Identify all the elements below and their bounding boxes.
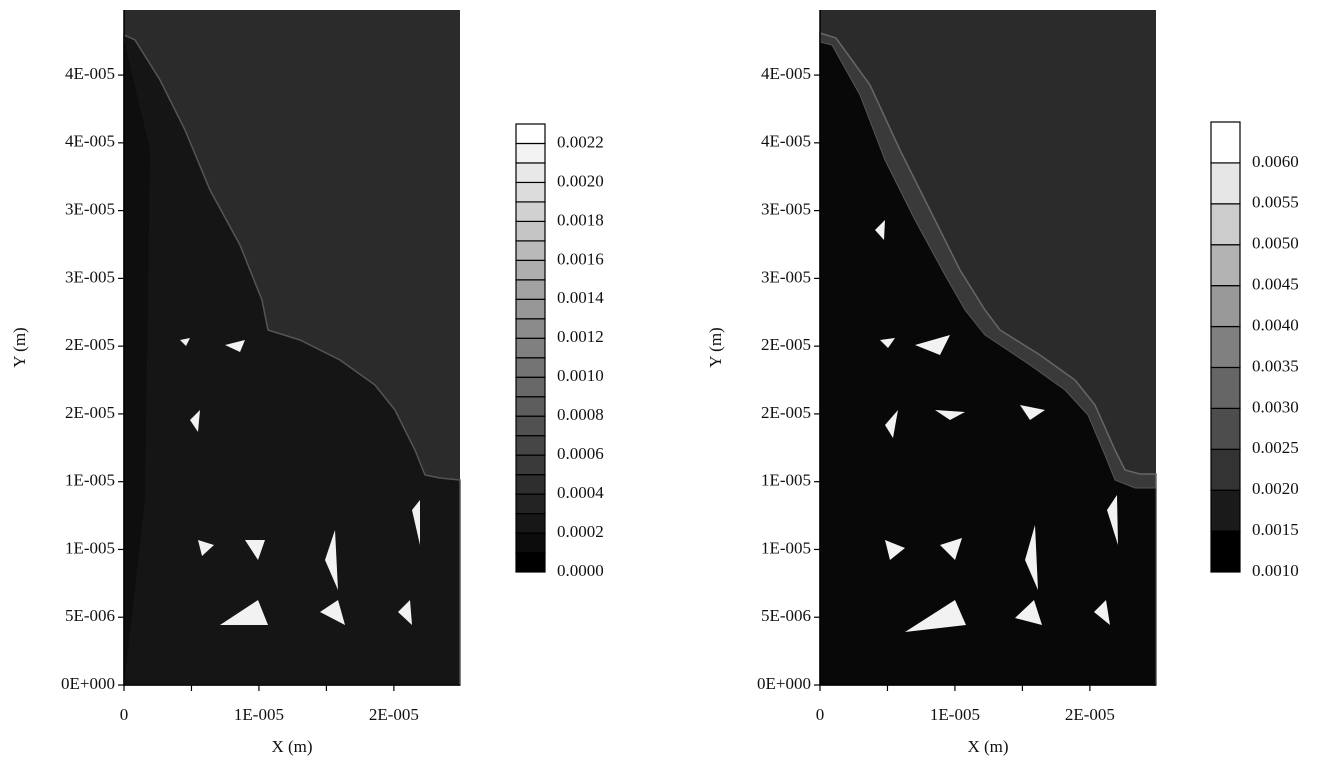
colorbar-box [516, 221, 545, 240]
y-tick-label: 1E-005 [761, 471, 811, 490]
y-tick-label: 5E-006 [65, 606, 115, 625]
x-tick-label: 1E-005 [930, 705, 980, 724]
colorbar-box [516, 455, 545, 474]
colorbar-tick-label: 0.0008 [557, 405, 604, 424]
colorbar-box [516, 494, 545, 513]
colorbar-tick-label: 0.0050 [1252, 234, 1299, 253]
colorbar-box [516, 358, 545, 377]
colorbar-box [1211, 327, 1240, 368]
y-tick-label: 4E-005 [761, 132, 811, 151]
colorbar-tick-label: 0.0015 [1252, 520, 1299, 539]
y-tick-label: 2E-005 [65, 403, 115, 422]
colorbar-box [516, 299, 545, 318]
x-tick-label: 0 [120, 705, 129, 724]
y-axis-label: Y (m) [10, 327, 29, 367]
y-tick-label: 2E-005 [65, 335, 115, 354]
colorbar-box [1211, 204, 1240, 245]
colorbar-tick-label: 0.0060 [1252, 152, 1299, 171]
y-tick-label: 3E-005 [761, 267, 811, 286]
contour-field [820, 10, 1156, 685]
colorbar-box [516, 319, 545, 338]
y-tick-label: 3E-005 [65, 267, 115, 286]
x-tick-label: 2E-005 [369, 705, 419, 724]
y-tick-label: 4E-005 [65, 132, 115, 151]
colorbar-box [516, 241, 545, 260]
colorbar-tick-label: 0.0040 [1252, 315, 1299, 334]
figure: 0E+000 5E-006 1E-005 1E-005 2E-005 2E-005 3E-0… [0, 0, 1326, 761]
y-tick-label: 1E-005 [65, 471, 115, 490]
colorbar-tick-label: 0.0014 [557, 288, 604, 307]
y-tick-label: 4E-005 [761, 64, 811, 83]
contour-field [124, 10, 460, 685]
y-tick-label: 2E-005 [761, 335, 811, 354]
colorbar-box [1211, 367, 1240, 408]
colorbar-box [516, 163, 545, 182]
colorbar-tick-label: 0.0006 [557, 444, 604, 463]
colorbar-box [1211, 408, 1240, 449]
colorbar-box [516, 514, 545, 533]
x-axis-label: X (m) [967, 737, 1008, 756]
colorbar-box [1211, 122, 1240, 163]
y-tick-label: 0E+000 [757, 674, 811, 693]
y-tick-label: 1E-005 [761, 538, 811, 557]
colorbar-box [516, 280, 545, 299]
colorbar-box [516, 182, 545, 201]
colorbar-box [1211, 490, 1240, 531]
y-tick-label: 3E-005 [65, 200, 115, 219]
colorbar-box [1211, 163, 1240, 204]
colorbar-box [1211, 245, 1240, 286]
y-tick-label: 1E-005 [65, 538, 115, 557]
y-axis-label: Y (m) [706, 327, 725, 367]
colorbar-box [1211, 531, 1240, 572]
colorbar-tick-label: 0.0055 [1252, 193, 1299, 212]
colorbar-tick-label: 0.0004 [557, 483, 604, 502]
colorbar-box [516, 475, 545, 494]
colorbar-tick-label: 0.0030 [1252, 397, 1299, 416]
colorbar-tick-label: 0.0016 [557, 249, 604, 268]
colorbar-box [516, 436, 545, 455]
colorbar-box [516, 260, 545, 279]
colorbar-tick-label: 0.0010 [1252, 561, 1299, 580]
colorbar-box [516, 377, 545, 396]
colorbar-box [516, 533, 545, 552]
y-tick-label: 2E-005 [761, 403, 811, 422]
colorbar-tick-label: 0.0012 [557, 327, 604, 346]
colorbar-tick-label: 0.0018 [557, 210, 604, 229]
colorbar-box [1211, 286, 1240, 327]
colorbar-tick-label: 0.0022 [557, 132, 604, 151]
colorbar-box [516, 202, 545, 221]
x-axis-label: X (m) [271, 737, 312, 756]
colorbar-tick-label: 0.0020 [1252, 479, 1299, 498]
colorbar-box [516, 338, 545, 357]
y-tick-label: 0E+000 [61, 674, 115, 693]
colorbar-tick-label: 0.0010 [557, 366, 604, 385]
x-tick-label: 2E-005 [1065, 705, 1115, 724]
colorbar-tick-label: 0.0000 [557, 561, 604, 580]
colorbar-box [516, 416, 545, 435]
x-tick-label: 0 [816, 705, 825, 724]
colorbar-tick-label: 0.0045 [1252, 275, 1299, 294]
colorbar-tick-label: 0.0035 [1252, 356, 1299, 375]
y-tick-label: 3E-005 [761, 200, 811, 219]
colorbar-box [516, 143, 545, 162]
colorbar-tick-label: 0.0002 [557, 522, 604, 541]
colorbar-box [1211, 449, 1240, 490]
colorbar-tick-label: 0.0025 [1252, 438, 1299, 457]
colorbar-tick-label: 0.0020 [557, 171, 604, 190]
x-tick-label: 1E-005 [234, 705, 284, 724]
colorbar-box [516, 397, 545, 416]
y-tick-label: 4E-005 [65, 64, 115, 83]
colorbar-box [516, 553, 545, 572]
y-tick-label: 5E-006 [761, 606, 811, 625]
colorbar-box [516, 124, 545, 143]
